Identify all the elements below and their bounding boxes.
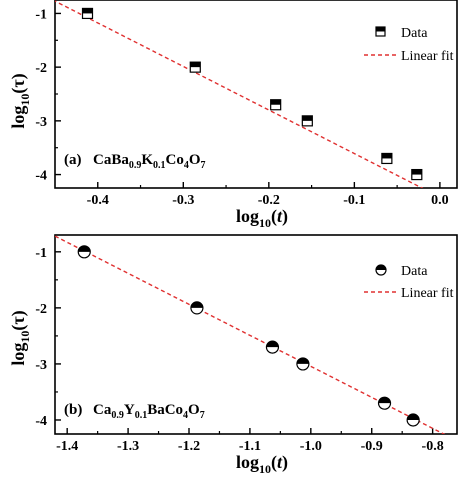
panel-a-xtick-label: -0.1 <box>343 193 365 208</box>
panel-b-data-point-fill <box>378 397 391 404</box>
panel-b-ylabel: log10(τ) <box>8 310 32 365</box>
panel-a-data-point-fill <box>411 169 422 175</box>
panel-b-plot-area: -1.4 -1.3 -1.2 -1.1 -1.0 -0.9 -0.8 -1 -2 -3 -4 <box>35 234 458 454</box>
panel-a-data-point-fill <box>270 99 281 105</box>
panel-a-xlabel-text: log10(t) <box>236 206 288 230</box>
panel-b-xlabel-text: log10(t) <box>236 452 288 476</box>
panel-b-data-point-fill <box>190 301 203 308</box>
panel-a-ytick-label: -2 <box>35 61 47 76</box>
panel-b-legend-fit-label: Linear fit <box>401 286 454 301</box>
panel-a-plot-area: -0.4 -0.3 -0.2 -0.1 0.0 -1 -2 -3 -4 <box>35 0 458 208</box>
panel-a-ytick-label: -3 <box>35 115 47 130</box>
panel-a-xtick-label: -0.3 <box>172 193 194 208</box>
panel-b-xtick-label: -1.1 <box>239 439 261 454</box>
panel-b-ylabel-text: log10(τ) <box>8 310 32 365</box>
panel-b-ytick-label: -2 <box>35 302 47 317</box>
panel-a-data-point-fill <box>381 153 392 159</box>
panel-b-legend-data-marker-fill <box>376 265 386 270</box>
panel-a-xtick-label: -0.4 <box>87 193 109 208</box>
panel-a-data-point-fill <box>82 8 93 14</box>
panel-b-frame <box>54 234 458 435</box>
panel-a-ytick-label: -1 <box>35 7 47 22</box>
panel-a-xlabel: log10(t) <box>236 206 288 230</box>
panel-b-ytick-label: -3 <box>35 358 47 373</box>
panel-b-data-point-fill <box>296 357 309 364</box>
panel-a-xtick-label: 0.0 <box>431 193 449 208</box>
panel-b-data-point-fill <box>78 245 91 252</box>
panel-b-legend: Data Linear fit <box>364 264 454 301</box>
panel-b-xlabel: log10(t) <box>236 452 288 476</box>
panel-b: -1.4 -1.3 -1.2 -1.1 -1.0 -0.9 -0.8 -1 -2 -3 -4 log… <box>8 234 458 476</box>
panel-a-ytick-label: -4 <box>35 169 47 184</box>
panel-a-fit-line <box>55 0 424 188</box>
panel-a-legend: Data Linear fit <box>364 26 454 64</box>
panel-a-legend-fit-label: Linear fit <box>401 49 454 64</box>
panel-b-xtick-label: -0.8 <box>422 439 444 454</box>
panel-b-data-point-fill <box>266 341 279 348</box>
panel-b-data-point-fill <box>407 413 420 420</box>
panel-b-xtick-label: -0.9 <box>361 439 383 454</box>
panel-a-annotation: (a) CaBa0.9K0.1Co4O7 <box>64 152 206 171</box>
panel-a: -0.4 -0.3 -0.2 -0.1 0.0 -1 -2 -3 -4 log10(τ) log… <box>8 0 458 230</box>
panel-a-xtick-label: -0.2 <box>258 193 280 208</box>
panel-b-tag: (b) <box>64 402 82 418</box>
panel-b-ytick-label: -4 <box>35 414 47 429</box>
panel-b-xtick-label: -1.0 <box>300 439 322 454</box>
panel-b-xtick-label: -1.2 <box>178 439 200 454</box>
panel-b-annotation: (b) Ca0.9Y0.1BaCo4O7 <box>64 402 205 421</box>
panel-a-data-point-fill <box>190 62 201 68</box>
panel-a-ylabel-text: log10(τ) <box>8 73 32 128</box>
panel-a-legend-data-label: Data <box>401 26 428 41</box>
panel-b-xtick-label: -1.3 <box>117 439 139 454</box>
panel-a-data-point-fill <box>302 115 313 121</box>
panel-b-compound: Ca0.9Y0.1BaCo4O7 <box>93 402 205 421</box>
panel-b-legend-data-label: Data <box>401 264 428 279</box>
panel-a-ylabel: log10(τ) <box>8 73 32 128</box>
panel-b-xtick-label: -1.4 <box>56 439 78 454</box>
panel-b-ytick-label: -1 <box>35 246 47 261</box>
panel-a-tag: (a) <box>64 152 82 168</box>
panel-a-legend-data-marker-fill <box>376 27 385 32</box>
panel-a-compound: CaBa0.9K0.1Co4O7 <box>93 152 206 171</box>
